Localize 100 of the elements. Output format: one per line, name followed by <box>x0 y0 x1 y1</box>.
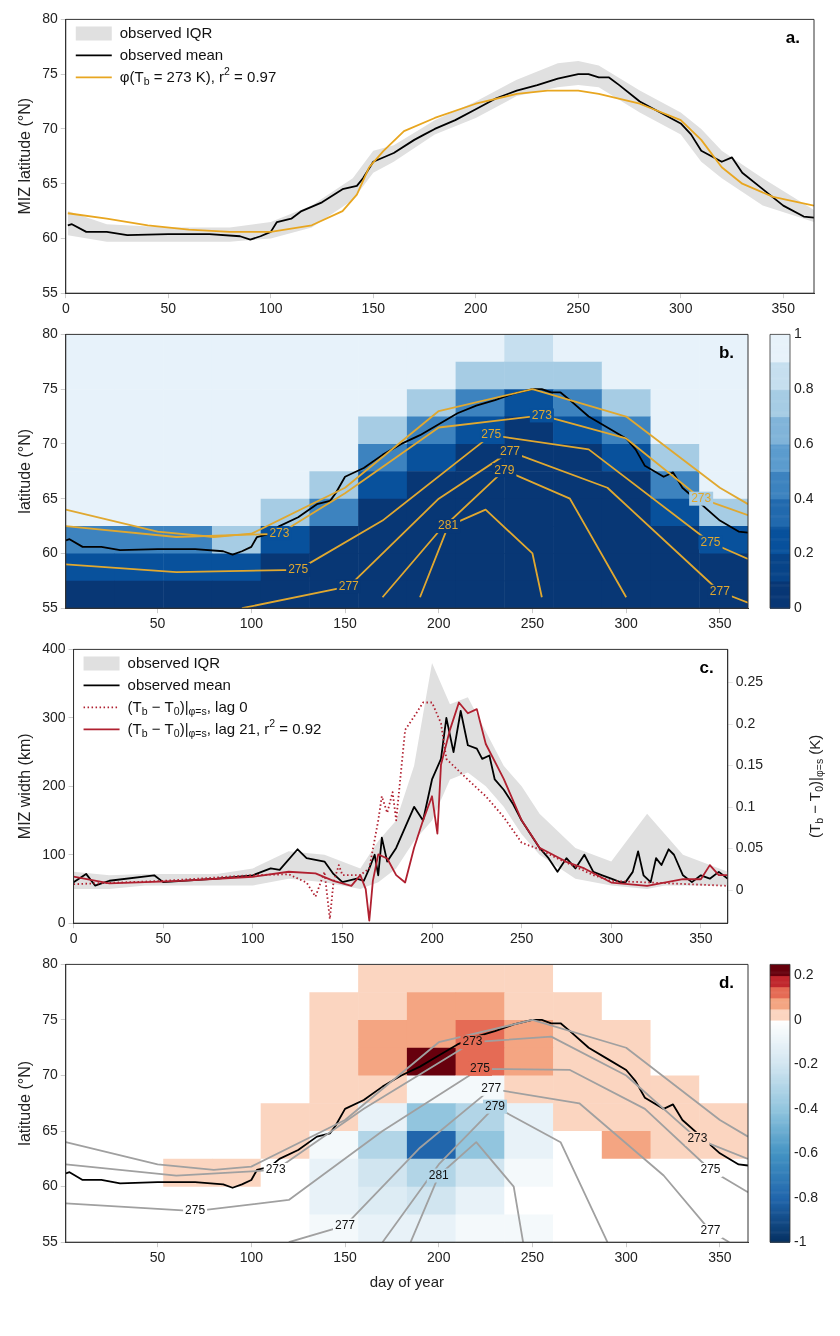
annotation: 275 <box>288 562 309 577</box>
annotation: 279 <box>494 462 515 477</box>
annotation: d. <box>718 972 734 992</box>
annotation: b. <box>718 342 734 362</box>
annotation: 279 <box>484 1098 506 1113</box>
color-bar-label: 0.6 <box>794 434 814 451</box>
y2-tick-label: 0 <box>735 880 744 897</box>
x-tick-label: 50 <box>155 930 172 947</box>
y-tick-label: 60 <box>42 544 58 561</box>
color-bar-label: 0.2 <box>794 966 814 983</box>
annotation: 277 <box>499 443 521 458</box>
x-tick-label: 350 <box>708 615 732 632</box>
y2-tick-label: 0.1 <box>735 797 756 814</box>
annotation: 275 <box>185 1203 206 1218</box>
x-tick-label: 350 <box>708 1249 732 1266</box>
y2-tick-label: 0.25 <box>735 673 764 690</box>
annotation: 277 <box>335 1217 356 1232</box>
x-tick-label: 100 <box>259 300 283 317</box>
y-axis-title: MIZ width (km) <box>16 733 34 840</box>
annotation: c. <box>699 657 714 677</box>
x-tick-label: 150 <box>333 1249 357 1266</box>
x-tick-label: 300 <box>614 1249 639 1266</box>
x-tick-label: 250 <box>509 930 534 947</box>
y-tick-label: 70 <box>42 119 58 136</box>
x-tick-label: 250 <box>520 1249 545 1266</box>
x-tick-label: 150 <box>333 615 357 632</box>
y-tick-label: 80 <box>42 10 58 27</box>
color-bar-label: 0 <box>794 599 802 616</box>
y-tick-label: 65 <box>42 489 58 506</box>
x-tick-label: 50 <box>149 1249 166 1266</box>
y-tick-label: 200 <box>42 777 66 794</box>
color-bar-label: -0.4 <box>794 1099 819 1116</box>
color-bar-label: 0 <box>794 1010 802 1027</box>
x-tick-label: 150 <box>361 300 386 317</box>
y-tick-label: 100 <box>42 845 66 862</box>
x-tick-label: 250 <box>520 615 545 632</box>
y-tick-label: 65 <box>42 174 58 191</box>
legend-label: observed IQR <box>119 23 213 41</box>
x-tick-label: 200 <box>420 930 444 947</box>
y-tick-label: 60 <box>42 229 58 246</box>
annotation: 275 <box>700 1162 721 1177</box>
y-tick-label: 75 <box>42 1010 58 1027</box>
x-tick-label: 350 <box>771 300 796 317</box>
annotation: 277 <box>481 1081 502 1096</box>
x-tick-label: 200 <box>464 300 488 317</box>
y-tick-label: 55 <box>42 1233 58 1250</box>
x-axis-title: day of year <box>369 1273 444 1291</box>
annotation: 273 <box>462 1034 483 1049</box>
y-tick-label: 70 <box>42 434 58 451</box>
x-tick-label: 50 <box>160 300 177 317</box>
x-tick-label: 300 <box>614 615 639 632</box>
annotation: 273 <box>269 526 290 541</box>
x-tick-label: 100 <box>241 930 265 947</box>
annotation: 273 <box>687 1131 708 1146</box>
annotation: 273 <box>531 407 553 422</box>
x-tick-label: 250 <box>566 300 591 317</box>
annotation: 273 <box>265 1162 287 1177</box>
y-tick-label: 75 <box>42 65 58 82</box>
annotation: 273 <box>691 490 712 505</box>
annotation: 275 <box>481 427 502 442</box>
color-bar-label: 0.4 <box>794 489 814 506</box>
x-tick-label: 100 <box>239 615 264 632</box>
color-bar-label: -0.2 <box>794 1055 819 1072</box>
annotation: 281 <box>438 518 459 533</box>
x-tick-label: 150 <box>330 930 355 947</box>
y-tick-label: 65 <box>42 1121 58 1138</box>
y-tick-label: 400 <box>42 640 66 657</box>
x-tick-label: 200 <box>427 1249 451 1266</box>
y-tick-label: 75 <box>42 380 58 397</box>
legend-label: observed IQR <box>127 653 221 671</box>
y-axis-title: latitude (°N) <box>16 1060 34 1146</box>
y-tick-label: 55 <box>42 599 58 616</box>
color-bar-label: 0.8 <box>794 380 814 397</box>
y-tick-label: 70 <box>42 1066 58 1083</box>
annotation: 275 <box>469 1061 491 1076</box>
y-tick-label: 0 <box>57 914 66 931</box>
color-bar-label: -0.6 <box>794 1144 819 1161</box>
color-bar-label: 0.2 <box>794 544 814 561</box>
annotation: 281 <box>428 1167 450 1182</box>
legend-label: observed mean <box>127 675 231 693</box>
legend-label: observed mean <box>119 45 224 63</box>
x-tick-label: 0 <box>69 930 78 947</box>
color-bar-label: -1 <box>794 1233 807 1250</box>
x-tick-label: 350 <box>689 930 713 947</box>
annotation: 277 <box>700 1223 721 1238</box>
x-tick-label: 200 <box>427 615 451 632</box>
annotation: 277 <box>709 584 731 599</box>
y-tick-label: 80 <box>42 955 58 972</box>
annotation: 277 <box>338 578 360 593</box>
y-axis-title: MIZ latitude (°N) <box>16 97 34 215</box>
x-tick-label: 300 <box>669 300 693 317</box>
x-tick-label: 300 <box>599 930 624 947</box>
color-bar-label: -0.8 <box>794 1188 819 1205</box>
y2-tick-label: 0.05 <box>735 839 764 856</box>
y2-tick-label: 0.2 <box>735 714 756 731</box>
x-tick-label: 50 <box>149 615 166 632</box>
y-tick-label: 60 <box>42 1177 58 1194</box>
annotation: a. <box>785 27 800 47</box>
y-tick-label: 80 <box>42 325 58 342</box>
y-axis-title: latitude (°N) <box>16 428 34 514</box>
